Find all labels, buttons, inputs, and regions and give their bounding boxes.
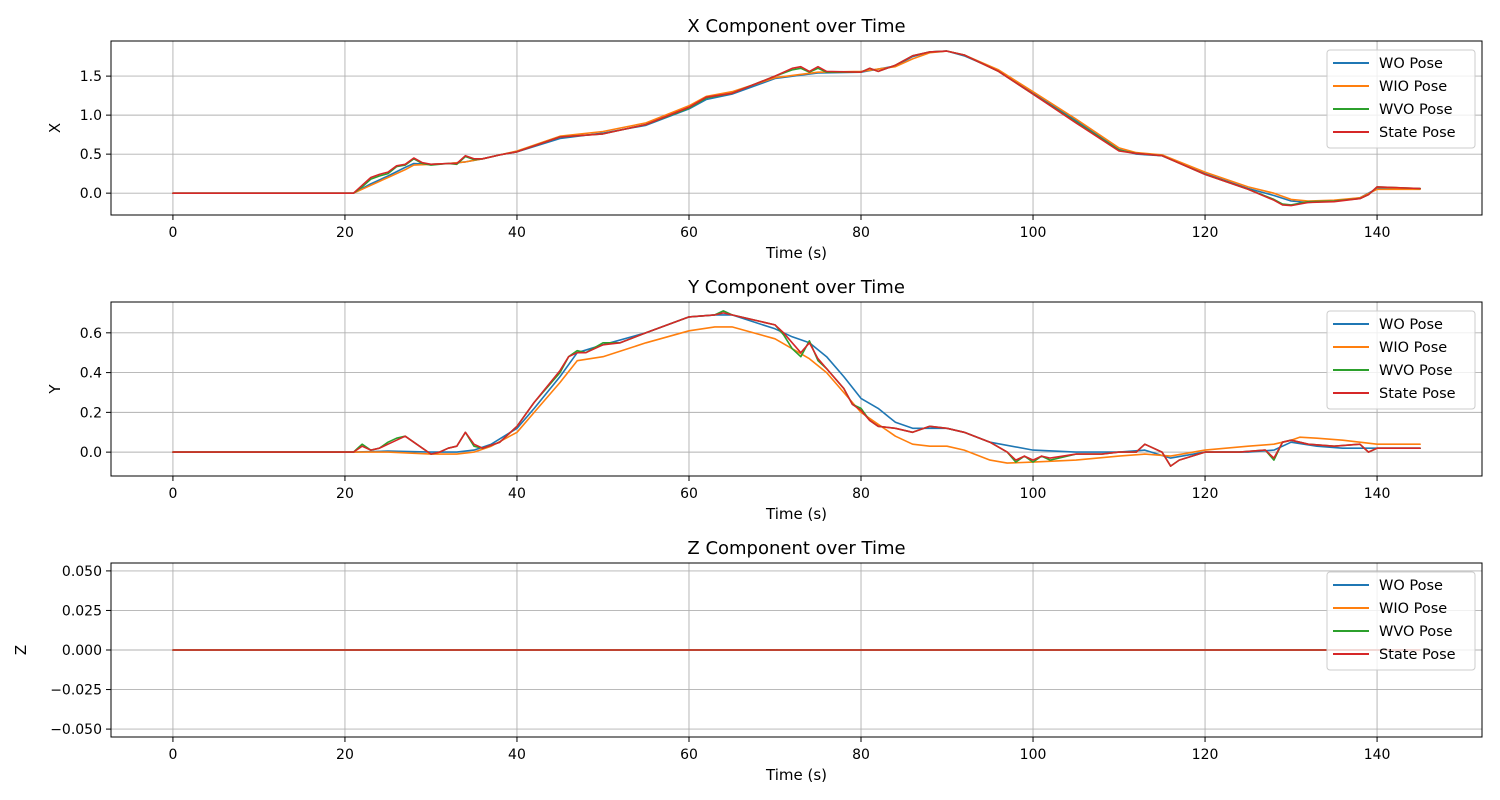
chart-title: X Component over Time xyxy=(687,16,905,37)
x-axis-label: Time (s) xyxy=(765,766,827,784)
x-tick-label: 100 xyxy=(1020,486,1047,502)
y-tick-label: −0.050 xyxy=(50,722,102,738)
legend-label: WVO Pose xyxy=(1379,102,1453,118)
legend-label: WO Pose xyxy=(1379,56,1443,72)
x-tick-label: 60 xyxy=(680,225,698,241)
legend: WO Pose WIO Pose WVO Pose State Pose xyxy=(1326,571,1476,671)
y-tick-label: 0.5 xyxy=(80,147,102,163)
y-tick-label: 1.0 xyxy=(80,108,102,124)
x-tick-label: 80 xyxy=(852,225,870,241)
legend-label: WIO Pose xyxy=(1379,340,1447,356)
series-line-wvo xyxy=(172,310,1421,467)
x-tick-label: 80 xyxy=(852,486,870,502)
series-line-state xyxy=(172,50,1421,207)
x-tick-label: 60 xyxy=(680,486,698,502)
y-tick-label: −0.025 xyxy=(50,683,102,699)
y-tick-label: 0.4 xyxy=(80,366,102,382)
y-axis-label: Y xyxy=(46,384,64,395)
series-line-wo xyxy=(172,314,1421,459)
chart-title: Z Component over Time xyxy=(687,538,905,559)
y-tick-label: 0.6 xyxy=(80,326,102,342)
x-tick-label: 20 xyxy=(336,225,354,241)
legend-label: WVO Pose xyxy=(1379,363,1453,379)
legend-label: WVO Pose xyxy=(1379,624,1453,640)
legend: WO Pose WIO Pose WVO Pose State Pose xyxy=(1326,49,1476,149)
y-tick-label: 1.5 xyxy=(80,69,102,85)
legend-label: WIO Pose xyxy=(1379,79,1447,95)
x-axis-label: Time (s) xyxy=(765,505,827,523)
legend-label: State Pose xyxy=(1379,647,1456,663)
x-tick-label: 140 xyxy=(1364,747,1391,763)
legend-label: WO Pose xyxy=(1379,578,1443,594)
subplot-2: 0 20 40 60 80 100 120 140 0.0 0.2 0.4 0.6 Y Componen… xyxy=(46,277,1483,523)
series-line-wio xyxy=(172,50,1421,202)
x-tick-label: 100 xyxy=(1020,225,1047,241)
y-tick-label: 0.000 xyxy=(62,643,102,659)
x-tick-label: 120 xyxy=(1192,486,1219,502)
legend-label: State Pose xyxy=(1379,386,1456,402)
legend-box xyxy=(1326,49,1476,149)
y-tick-label: 0.025 xyxy=(62,603,102,619)
x-tick-label: 0 xyxy=(168,225,177,241)
x-tick-label: 60 xyxy=(680,747,698,763)
legend-label: State Pose xyxy=(1379,125,1456,141)
x-tick-label: 40 xyxy=(508,225,526,241)
legend-label: WO Pose xyxy=(1379,317,1443,333)
subplot-1: 0 20 40 60 80 100 120 140 0.0 0.5 1.0 1.5 X Componen… xyxy=(46,16,1483,262)
y-axis-label: Z xyxy=(12,645,30,655)
x-tick-label: 80 xyxy=(852,747,870,763)
series-line-state xyxy=(172,312,1421,467)
x-tick-label: 120 xyxy=(1192,747,1219,763)
x-tick-label: 40 xyxy=(508,486,526,502)
y-axis-label: X xyxy=(46,123,64,133)
axes-frame xyxy=(110,301,1483,477)
x-tick-label: 140 xyxy=(1364,486,1391,502)
x-tick-label: 140 xyxy=(1364,225,1391,241)
series-group xyxy=(172,50,1421,207)
y-tick-label: 0.050 xyxy=(62,564,102,580)
series-group xyxy=(172,310,1421,467)
x-tick-label: 0 xyxy=(168,747,177,763)
x-tick-label: 100 xyxy=(1020,747,1047,763)
x-tick-label: 0 xyxy=(168,486,177,502)
y-tick-label: 0.0 xyxy=(80,445,102,461)
legend-label: WIO Pose xyxy=(1379,601,1447,617)
x-tick-label: 120 xyxy=(1192,225,1219,241)
chart-title: Y Component over Time xyxy=(687,277,905,298)
x-axis-label: Time (s) xyxy=(765,244,827,262)
subplot-3: 0 20 40 60 80 100 120 140 −0.050 −0.025 0.000 0.025… xyxy=(12,538,1483,784)
legend-box xyxy=(1326,310,1476,410)
x-tick-label: 40 xyxy=(508,747,526,763)
x-tick-label: 20 xyxy=(336,747,354,763)
series-line-wio xyxy=(172,326,1421,464)
legend-box xyxy=(1326,571,1476,671)
axes-frame xyxy=(110,40,1483,216)
legend: WO Pose WIO Pose WVO Pose State Pose xyxy=(1326,310,1476,410)
x-tick-label: 20 xyxy=(336,486,354,502)
y-tick-label: 0.2 xyxy=(80,405,102,421)
series-line-wo xyxy=(172,50,1421,204)
y-tick-label: 0.0 xyxy=(80,186,102,202)
